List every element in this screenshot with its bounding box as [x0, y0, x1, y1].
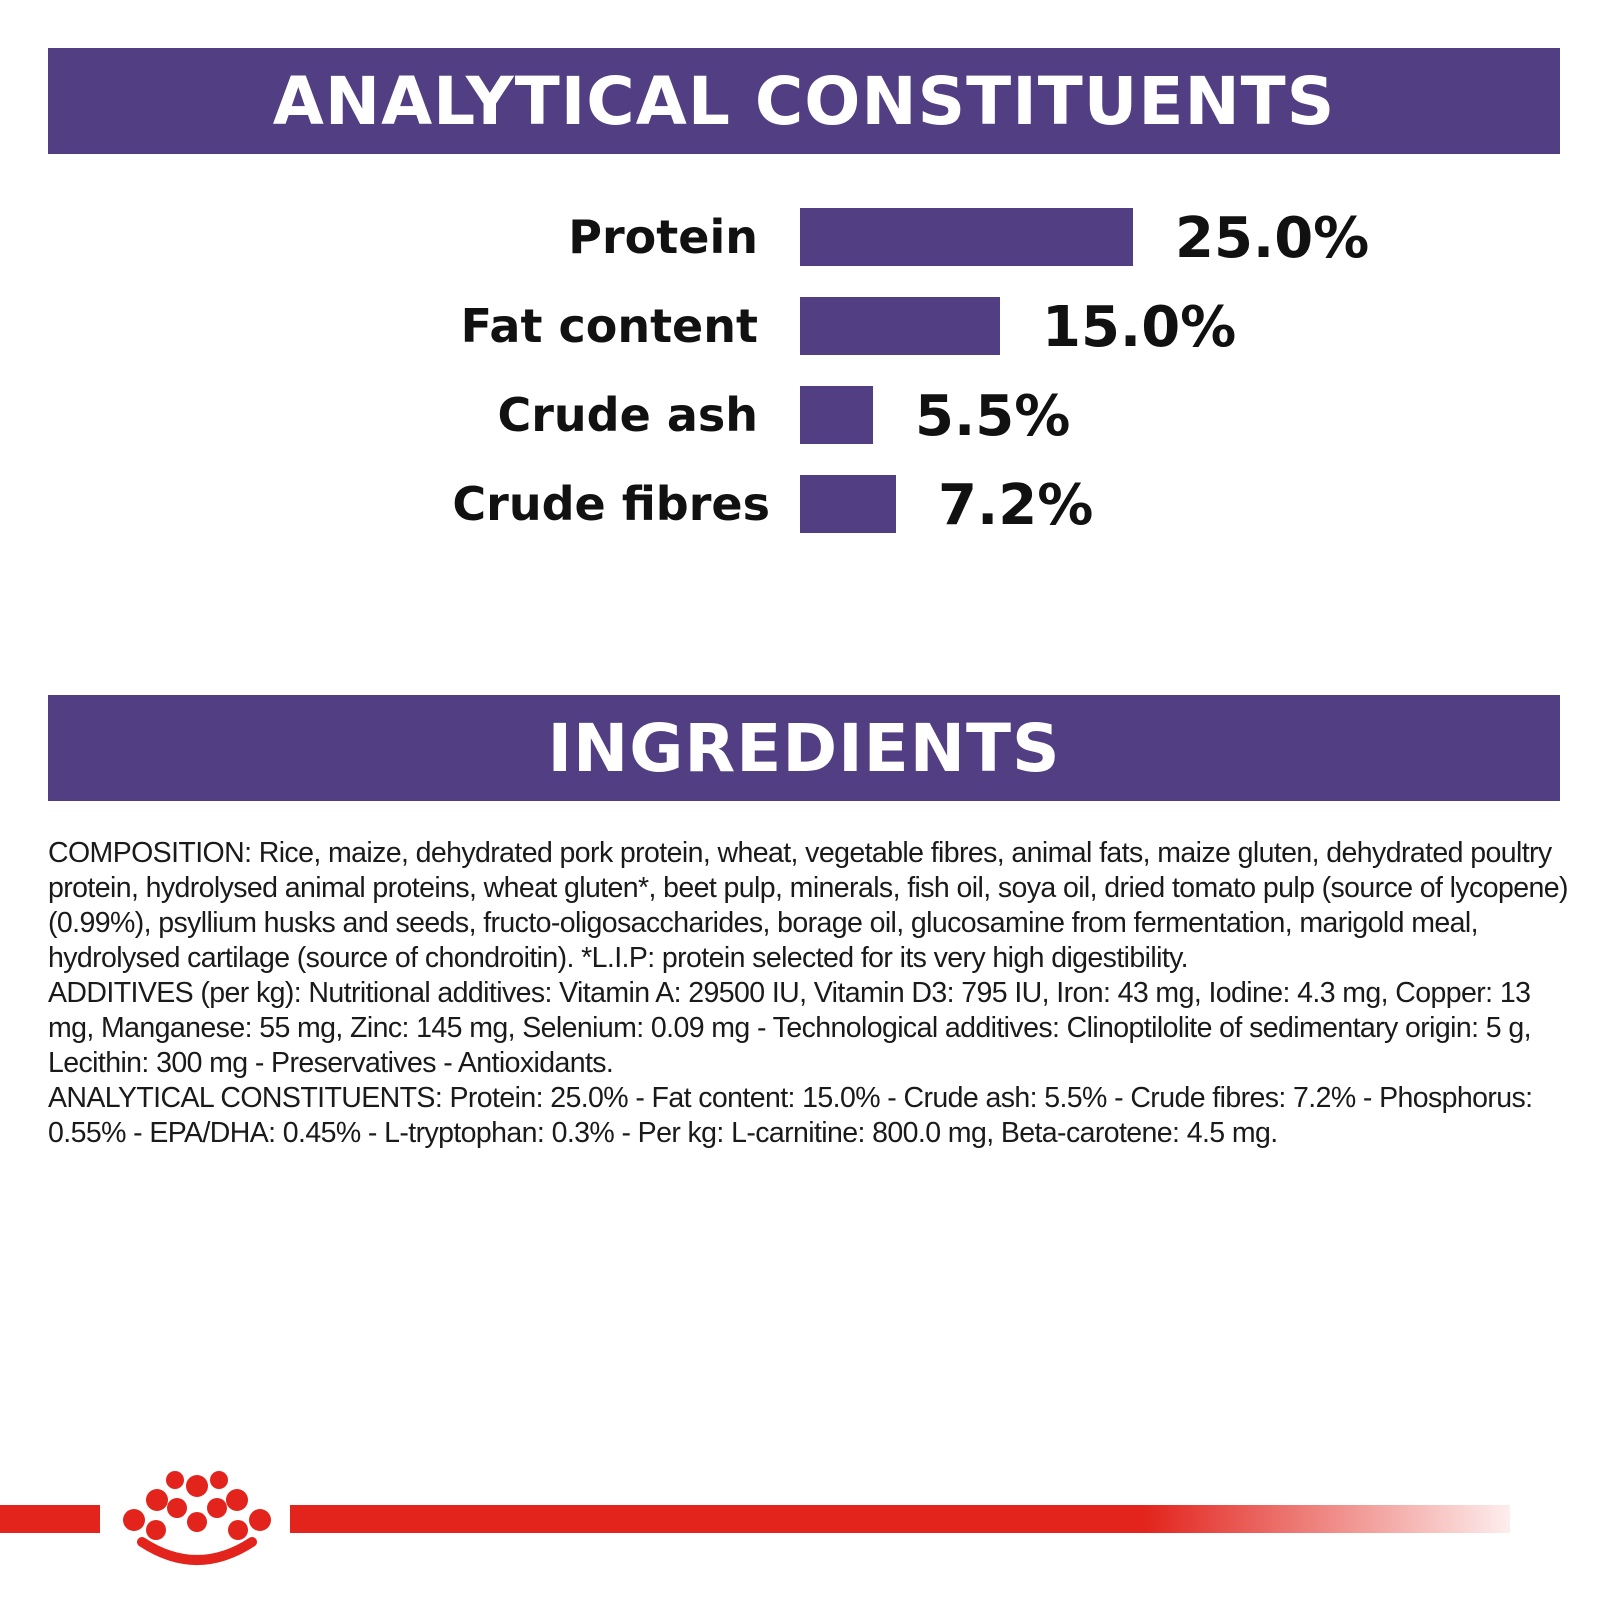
value-label: 15.0%	[1042, 295, 1236, 360]
bar-crude-ash	[800, 386, 873, 444]
analytical-bar-chart: Protein 25.0% Fat content 15.0% Crude ash 5.5…	[452, 206, 1369, 538]
analytical-constituents-title: ANALYTICAL CONSTITUENTS	[272, 62, 1336, 140]
value-label: 7.2%	[938, 473, 1093, 538]
analytical-constituents-banner: ANALYTICAL CONSTITUENTS	[48, 48, 1560, 154]
category-label: Crude ash	[497, 388, 758, 442]
category-label: Protein	[568, 210, 758, 264]
category-label: Crude fibres	[452, 477, 770, 531]
bar-protein	[800, 208, 1133, 266]
composition-paragraph: COMPOSITION: Rice, maize, dehydrated por…	[48, 837, 1568, 974]
value-label: 25.0%	[1175, 206, 1369, 271]
ingredients-title: INGREDIENTS	[547, 709, 1061, 787]
additives-paragraph: ADDITIVES (per kg): Nutritional additive…	[48, 977, 1532, 1079]
brand-stripe-right	[290, 1505, 1510, 1533]
value-label: 5.5%	[915, 384, 1070, 449]
brand-stripe-left	[0, 1505, 100, 1533]
ingredients-text: COMPOSITION: Rice, maize, dehydrated por…	[48, 836, 1578, 1151]
royal-canin-crown-icon	[123, 1471, 271, 1565]
bar-fat-content	[800, 297, 1000, 355]
category-label: Fat content	[461, 299, 758, 353]
analytical-paragraph: ANALYTICAL CONSTITUENTS: Protein: 25.0% …	[48, 1082, 1533, 1149]
ingredients-banner: INGREDIENTS	[48, 695, 1560, 801]
bar-crude-fibres	[800, 475, 896, 533]
